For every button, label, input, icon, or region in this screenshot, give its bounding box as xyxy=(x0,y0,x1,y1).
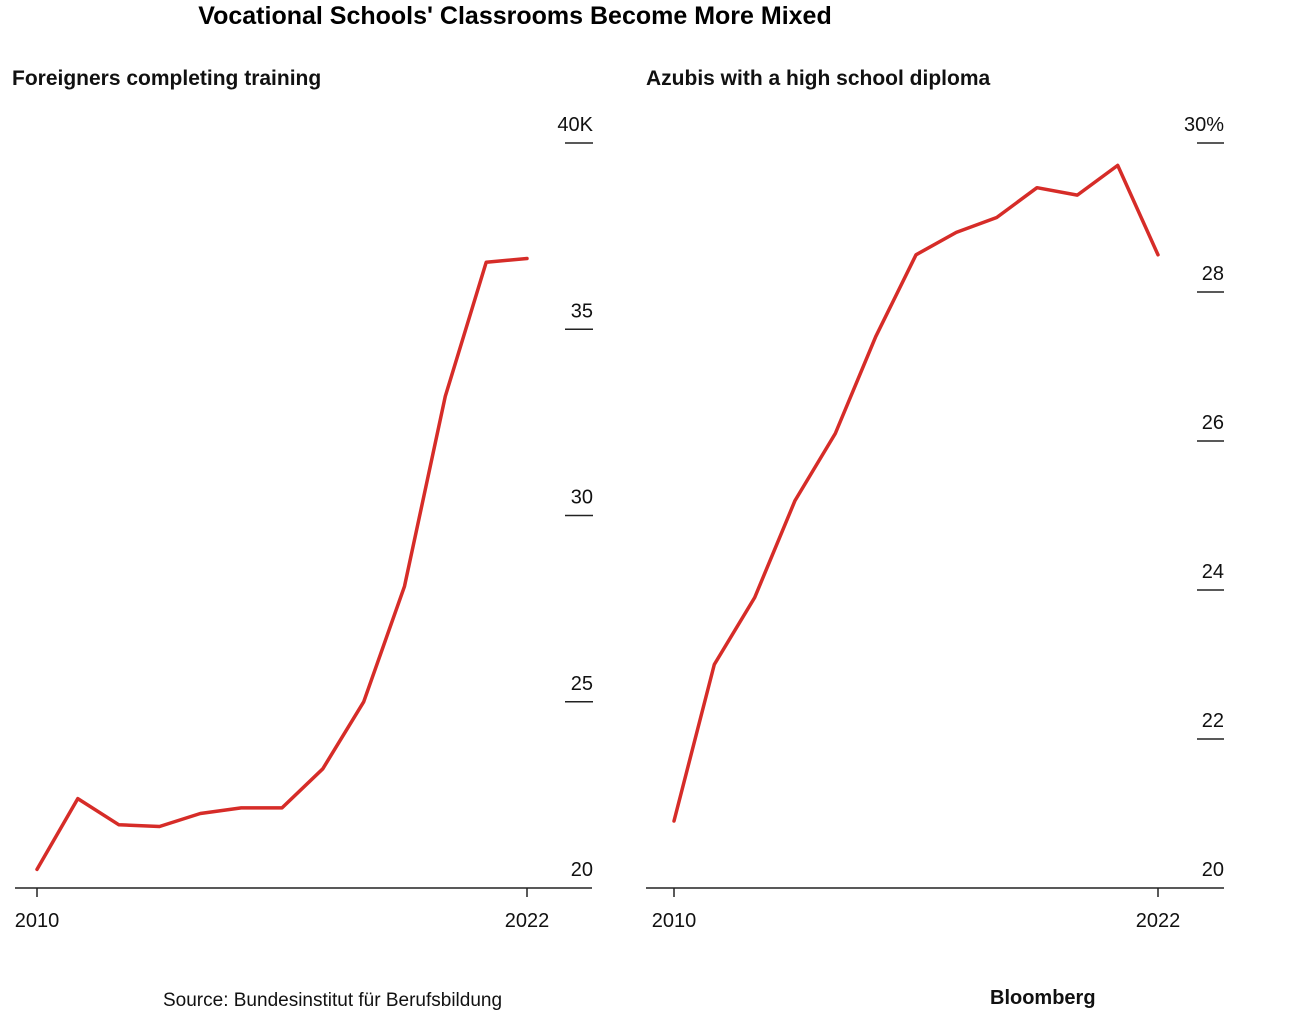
y-tick-label: 30% xyxy=(1184,114,1224,136)
y-tick-label: 26 xyxy=(1202,412,1224,434)
panel-subtitle: Azubis with a high school diploma xyxy=(646,67,990,90)
y-tick-label: 35 xyxy=(571,300,593,322)
source-note: Source: Bundesinstitut für Berufsbildung xyxy=(163,990,502,1012)
y-tick-label: 22 xyxy=(1202,710,1224,732)
x-tick-label: 2022 xyxy=(505,910,550,932)
y-tick-label: 40K xyxy=(557,114,593,136)
azubis-chart-panel: Azubis with a high school diploma 30% 28 26… xyxy=(640,0,1299,960)
y-tick-label: 20 xyxy=(571,859,593,881)
x-tick-label: 2010 xyxy=(15,910,60,932)
x-tick-label: 2022 xyxy=(1136,910,1181,932)
x-tick-label: 2010 xyxy=(652,910,697,932)
foreigners-line-chart: Foreigners completing training 40K 35 30 25 2… xyxy=(0,0,640,960)
bloomberg-logo: Bloomberg xyxy=(990,986,1096,1010)
series-line xyxy=(674,165,1158,821)
y-tick-label: 28 xyxy=(1202,263,1224,285)
y-tick-label: 20 xyxy=(1202,859,1224,881)
panel-subtitle: Foreigners completing training xyxy=(12,67,321,90)
foreigners-chart-panel: Foreigners completing training 40K 35 30 25 2… xyxy=(0,0,640,960)
y-tick-label: 30 xyxy=(571,487,593,509)
y-tick-label: 24 xyxy=(1202,561,1224,583)
azubis-line-chart: Azubis with a high school diploma 30% 28 26… xyxy=(640,0,1299,960)
series-line xyxy=(37,259,527,870)
y-tick-label: 25 xyxy=(571,673,593,695)
